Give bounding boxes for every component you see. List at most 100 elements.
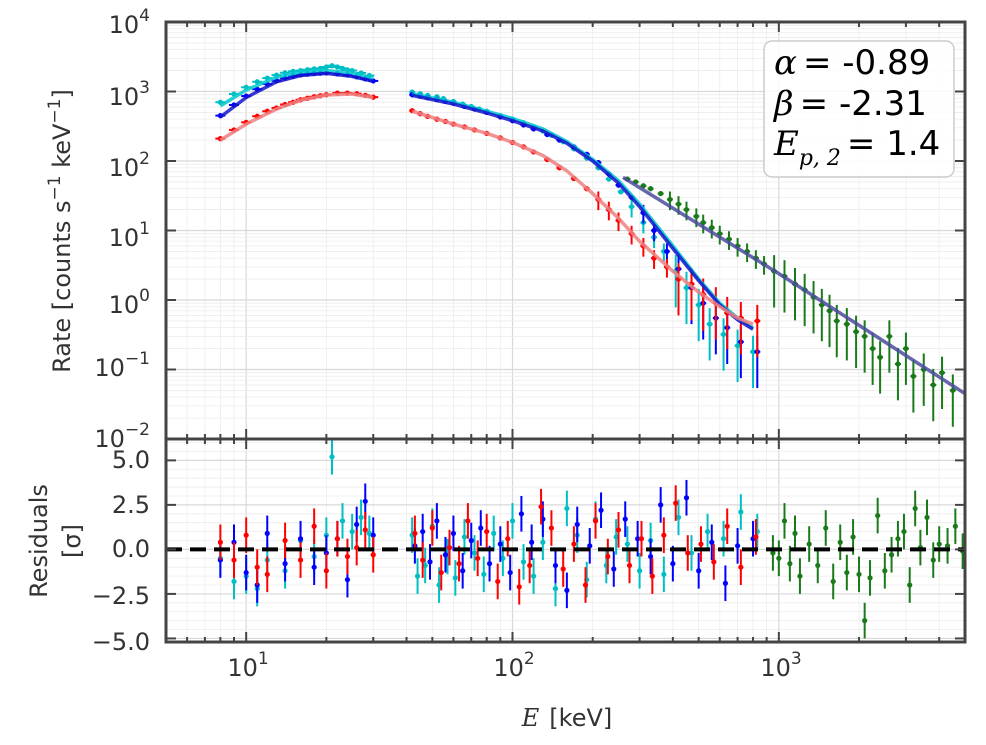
residual-point xyxy=(520,559,527,565)
y-tick-label-1e4: 104 xyxy=(109,6,150,39)
bottom-y-tick-labels: 5.0 2.5 0.0 −2.5 −5.0 xyxy=(92,446,150,656)
residuals-axis-label-line1: Residuals xyxy=(25,484,53,598)
top-panel-model-curves xyxy=(219,68,965,396)
residual-point xyxy=(264,530,270,536)
residual-point xyxy=(738,564,744,570)
residual-point xyxy=(952,523,958,529)
residual-point xyxy=(724,523,730,529)
data-point xyxy=(930,382,936,388)
residual-point xyxy=(420,557,426,563)
residual-point xyxy=(673,500,679,506)
residual-point xyxy=(560,566,566,572)
residual-point xyxy=(500,555,506,561)
data-point xyxy=(844,321,850,327)
residual-point xyxy=(626,562,633,569)
residual-point xyxy=(484,528,490,535)
residual-point xyxy=(734,543,741,549)
residual-point xyxy=(297,557,304,563)
model-nai-cyan xyxy=(219,68,374,108)
residual-point xyxy=(497,541,503,547)
residual-point xyxy=(344,553,351,560)
residual-point xyxy=(334,536,340,542)
residual-point xyxy=(882,568,888,574)
residual-point xyxy=(527,562,533,569)
residual-point xyxy=(792,530,798,536)
res-tick-label-5: 5.0 xyxy=(112,446,150,474)
residual-point xyxy=(574,521,580,528)
residual-point xyxy=(907,582,913,588)
residual-point xyxy=(486,561,493,567)
residual-point xyxy=(481,571,487,577)
y-tick-label-1e0: 100 xyxy=(109,286,150,319)
data-point xyxy=(693,213,699,219)
residual-point xyxy=(243,569,249,576)
residual-point xyxy=(254,582,260,588)
residual-point xyxy=(349,528,355,535)
bottom-panel-residual-points xyxy=(217,439,965,639)
residual-point xyxy=(856,571,862,577)
residual-point xyxy=(770,550,776,556)
residual-point xyxy=(888,552,895,558)
residual-point xyxy=(465,518,471,524)
data-point xyxy=(707,321,713,327)
data-point xyxy=(720,331,727,337)
residual-point xyxy=(648,553,654,560)
residual-point xyxy=(709,539,715,545)
beta-annotation: β = -2.31 xyxy=(772,84,927,124)
data-point xyxy=(895,361,901,367)
residual-point xyxy=(366,530,372,536)
residual-point xyxy=(571,541,577,547)
residual-point xyxy=(738,509,744,515)
x-tick-label-1e2: 102 xyxy=(493,649,534,682)
alpha-annotation: α = -0.89 xyxy=(774,43,930,83)
residual-point xyxy=(797,573,803,579)
residual-point xyxy=(823,525,829,531)
data-point xyxy=(950,387,956,394)
residual-point xyxy=(354,521,360,528)
residual-point xyxy=(548,525,555,531)
residual-point xyxy=(491,530,497,536)
residual-point xyxy=(505,536,511,542)
residual-point xyxy=(622,516,628,522)
residual-point xyxy=(624,541,630,547)
residual-point xyxy=(516,584,522,590)
residual-point xyxy=(661,571,667,577)
residual-point xyxy=(944,543,951,549)
model-nai-red xyxy=(219,92,374,142)
residual-point xyxy=(370,532,376,538)
data-point xyxy=(826,308,833,314)
residual-point xyxy=(675,514,682,520)
residual-point xyxy=(370,552,376,558)
top-y-tick-labels: 10−2 10−1 100 101 102 103 104 xyxy=(94,6,150,453)
residual-point xyxy=(895,536,901,542)
ep-annotation: Ep, 2 = 1.4 xyxy=(773,124,940,171)
data-point xyxy=(910,373,916,379)
residual-point xyxy=(254,564,260,570)
fit-parameter-box-frame xyxy=(763,40,955,178)
data-point xyxy=(658,190,664,197)
residual-point xyxy=(722,580,728,586)
data-point xyxy=(629,204,635,210)
residual-point xyxy=(450,530,457,536)
residual-point xyxy=(924,514,930,520)
residual-point xyxy=(875,512,881,519)
data-point xyxy=(696,302,702,308)
residual-point xyxy=(412,530,418,536)
residual-point xyxy=(311,523,317,529)
top-y-axis-label: Rate [counts s−1 keV−1] xyxy=(45,89,76,373)
y-tick-label-1e-2: 10−2 xyxy=(94,420,150,453)
model-nai-red xyxy=(411,109,754,326)
residuals-axis-label-line2: [σ] xyxy=(58,524,86,558)
residual-point xyxy=(611,566,617,572)
model-bgo xyxy=(622,175,965,396)
residual-point xyxy=(217,539,223,545)
residual-point xyxy=(649,573,655,579)
data-point xyxy=(750,349,756,355)
residual-point xyxy=(323,568,329,574)
residual-point xyxy=(930,557,936,563)
residual-point xyxy=(264,571,270,577)
residual-point xyxy=(538,504,544,510)
residual-point xyxy=(231,557,237,563)
residual-point xyxy=(830,578,836,585)
residual-point xyxy=(434,518,440,524)
